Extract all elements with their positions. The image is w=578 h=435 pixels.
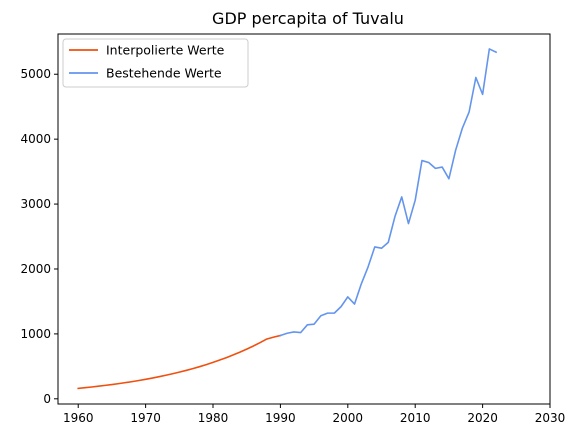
legend: Interpolierte Werte Bestehende Werte bbox=[62, 38, 249, 88]
x-tick-label: 2000 bbox=[333, 411, 364, 425]
series-line-1 bbox=[279, 48, 498, 337]
plot-lines bbox=[77, 48, 498, 390]
x-tick-label: 1990 bbox=[265, 411, 296, 425]
y-tick-label: 4000 bbox=[20, 132, 51, 146]
x-tick-label: 1960 bbox=[63, 411, 94, 425]
x-tick-label: 1980 bbox=[198, 411, 229, 425]
chart-title: GDP percapita of Tuvalu bbox=[212, 9, 404, 28]
y-tick-label: 5000 bbox=[20, 67, 51, 81]
legend-box bbox=[62, 38, 249, 88]
y-tick-label: 0 bbox=[43, 392, 51, 406]
x-axis: 1960 1970 1980 1990 2000 2010 2020 2030 bbox=[63, 404, 565, 425]
legend-label-0: Interpolierte Werte bbox=[106, 43, 225, 58]
plot-frame bbox=[57, 33, 551, 405]
y-tick-label: 2000 bbox=[20, 262, 51, 276]
y-tick-label: 3000 bbox=[20, 197, 51, 211]
x-tick-label: 2010 bbox=[400, 411, 431, 425]
y-tick-label: 1000 bbox=[20, 327, 51, 341]
legend-label-1: Bestehende Werte bbox=[106, 66, 222, 81]
x-tick-label: 2030 bbox=[535, 411, 566, 425]
y-axis: 0 1000 2000 3000 4000 5000 bbox=[20, 67, 58, 406]
series-line-0 bbox=[77, 334, 282, 390]
x-tick-label: 2020 bbox=[467, 411, 498, 425]
x-tick-label: 1970 bbox=[130, 411, 161, 425]
